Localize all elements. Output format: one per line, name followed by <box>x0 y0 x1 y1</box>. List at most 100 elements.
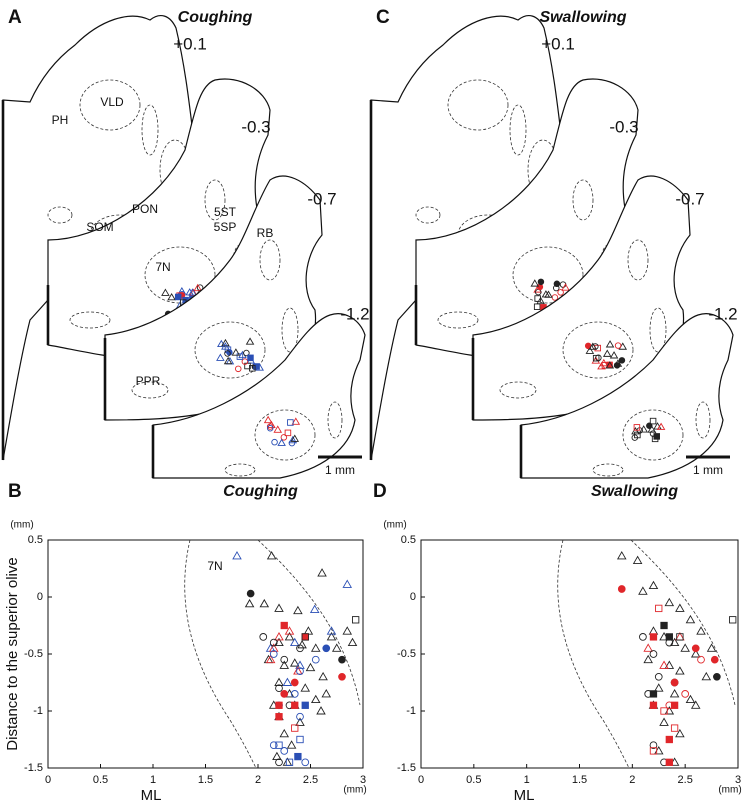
data-point <box>706 643 717 652</box>
panel-letter: C <box>376 7 390 28</box>
neuron-marker <box>605 340 615 348</box>
nucleus-outline <box>254 409 316 461</box>
data-point <box>310 643 321 652</box>
neuron-marker <box>537 278 545 286</box>
level-label: +0.1 <box>541 34 575 53</box>
neuron-marker <box>216 353 225 361</box>
data-point <box>670 678 679 687</box>
data-point <box>296 735 304 744</box>
data-point <box>691 644 700 653</box>
data-point <box>285 758 294 766</box>
nucleus-outline <box>562 321 634 379</box>
y-tick-label: -1 <box>406 705 416 717</box>
level-label: -0.7 <box>307 189 336 208</box>
data-point <box>649 690 658 698</box>
x-tick-label: 1.5 <box>198 774 213 786</box>
data-point <box>665 735 673 744</box>
x-tick-label: 0 <box>418 774 424 786</box>
data-point <box>676 633 684 641</box>
region-label: 5SP <box>214 220 237 234</box>
data-point <box>279 728 290 738</box>
data-point <box>311 655 320 664</box>
y-tick-label: 0.5 <box>401 534 416 546</box>
data-point <box>275 741 283 749</box>
x-tick-label: 2 <box>255 774 261 786</box>
panel-title: Swallowing <box>539 9 626 26</box>
scale-bar-label: 1 mm <box>693 463 723 477</box>
nucleus-outline <box>447 79 509 131</box>
x-tick-label: 2 <box>629 774 635 786</box>
slice-outline <box>520 313 734 479</box>
data-point <box>675 603 685 612</box>
neuron-marker <box>599 358 609 367</box>
data-point <box>275 684 283 693</box>
nucleus-outline <box>437 311 479 329</box>
data-point <box>617 585 626 593</box>
slice-outline <box>152 313 366 479</box>
neuron-marker <box>221 338 230 347</box>
neuron-marker <box>221 342 230 350</box>
data-point <box>293 605 303 615</box>
neuron-marker <box>235 365 242 373</box>
nucleus-outline <box>47 206 73 224</box>
neuron-marker <box>236 353 244 360</box>
panel-title: Coughing <box>178 9 253 26</box>
data-point <box>660 621 668 630</box>
x-unit: (mm) <box>718 785 741 796</box>
x-axis-label: ML <box>514 787 535 804</box>
data-point <box>275 758 283 767</box>
neuron-marker <box>224 350 231 357</box>
neuron-marker <box>263 415 273 424</box>
brain-panel: A Coughing +0.1 -0.3 -0.7 -1.2 PH VLD PON SOM 5ST5… <box>1 7 370 479</box>
data-point <box>664 597 675 607</box>
y-unit: (mm) <box>10 520 33 531</box>
data-point <box>632 555 643 564</box>
neuron-marker <box>267 420 276 428</box>
panel-letter: A <box>8 7 22 28</box>
data-point <box>296 644 304 653</box>
neuron-marker <box>552 284 560 292</box>
data-point <box>290 678 299 687</box>
data-point <box>660 707 668 715</box>
data-point <box>316 706 326 715</box>
data-point <box>690 700 701 709</box>
panel-title: Coughing <box>223 483 298 500</box>
nucleus-outline <box>281 307 299 353</box>
data-point <box>331 643 342 652</box>
data-point <box>616 551 627 560</box>
neuron-marker <box>592 354 600 362</box>
data-point <box>342 579 353 588</box>
data-point <box>303 626 314 635</box>
nucleus-outline <box>327 401 343 439</box>
data-point <box>259 633 268 641</box>
data-point <box>289 637 300 647</box>
level-label: +0.1 <box>173 34 207 53</box>
data-point <box>296 712 304 721</box>
level-label: -0.7 <box>675 189 704 208</box>
neuron-marker <box>536 296 545 305</box>
nucleus-outline <box>204 179 226 221</box>
data-point <box>729 616 737 624</box>
data-point <box>670 724 679 732</box>
x-tick-label: 2.5 <box>678 774 693 786</box>
x-tick-label: 1 <box>524 774 530 786</box>
nucleus-outline <box>499 381 537 399</box>
neuron-marker <box>614 342 622 349</box>
neuron-marker <box>271 438 278 446</box>
nucleus-outline <box>649 307 667 353</box>
nucleus-outline <box>194 321 266 379</box>
x-tick-label: 0 <box>45 774 51 786</box>
data-point <box>268 643 279 652</box>
data-point <box>282 677 293 686</box>
brain-panel: C Swallowing +0.1 -0.3 -0.7 -1.2 1 mm <box>369 7 738 479</box>
y-tick-label: -0.5 <box>24 648 43 660</box>
data-point <box>269 638 278 647</box>
nucleus-outline <box>257 539 361 706</box>
data-point <box>295 660 305 669</box>
data-point <box>643 643 653 652</box>
data-point <box>266 551 277 560</box>
neuron-marker <box>618 357 626 364</box>
neuron-marker <box>273 425 283 433</box>
data-point <box>342 626 353 635</box>
panel-title: Swallowing <box>591 483 678 500</box>
